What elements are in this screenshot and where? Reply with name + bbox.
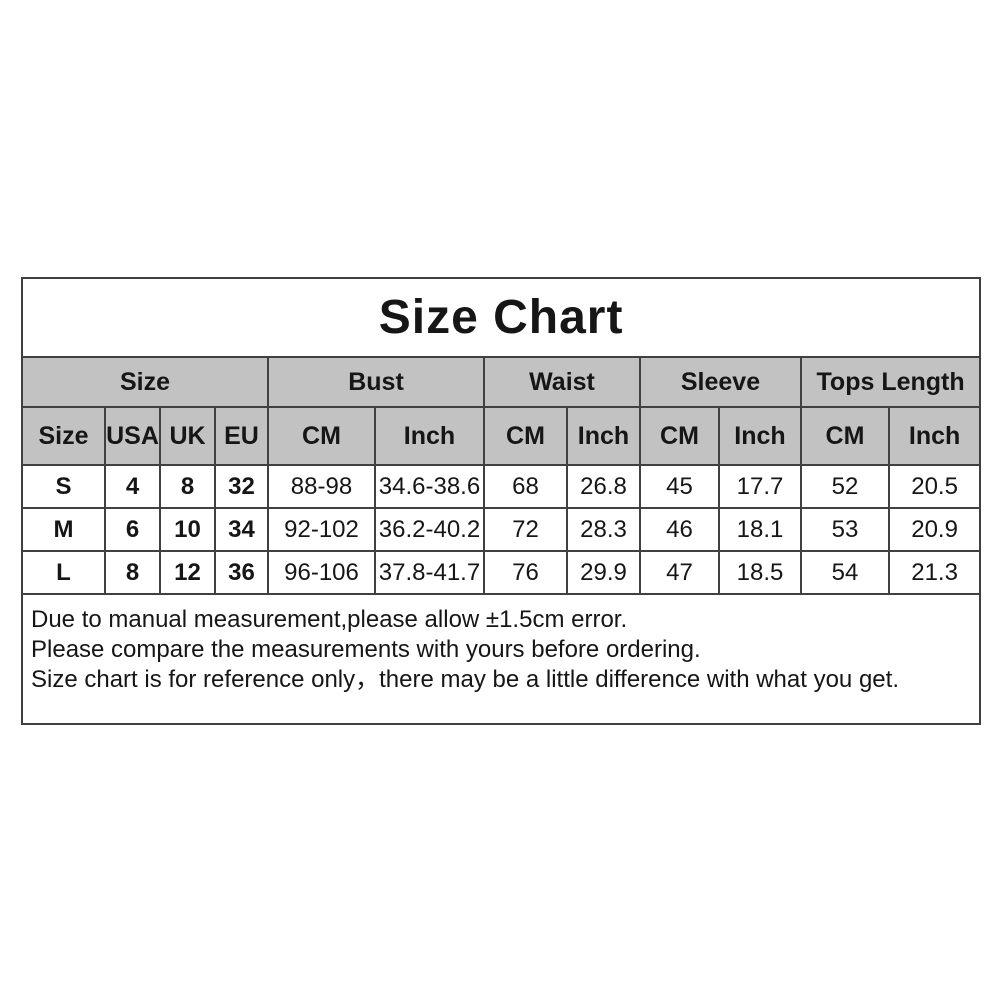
column-header-sleeve-cm: CM	[639, 406, 720, 466]
data-cell: 20.9	[887, 507, 982, 552]
data-cell: M	[21, 507, 106, 552]
data-cell: 47	[639, 550, 720, 595]
column-header-usa: USA	[104, 406, 161, 466]
table-row-l: L 8 12 36 96-106 37.8-41.7 76 29.9 47 18…	[21, 550, 982, 595]
column-header-tops-inch: Inch	[887, 406, 982, 466]
data-cell: 18.1	[718, 507, 802, 552]
note-line: Please compare the measurements with you…	[31, 636, 701, 663]
data-cell: 34.6-38.6	[374, 464, 485, 509]
data-cell: 52	[800, 464, 890, 509]
data-cell: 29.9	[566, 550, 641, 595]
data-cell: 68	[483, 464, 568, 509]
data-cell: 12	[159, 550, 216, 595]
group-header-waist: Waist	[483, 356, 641, 408]
data-cell: 18.5	[718, 550, 802, 595]
data-cell: L	[21, 550, 106, 595]
data-cell: 46	[639, 507, 720, 552]
column-header-waist-inch: Inch	[566, 406, 641, 466]
group-header-size: Size	[21, 356, 269, 408]
data-cell: 54	[800, 550, 890, 595]
data-cell: 45	[639, 464, 720, 509]
data-cell: 76	[483, 550, 568, 595]
data-cell: 10	[159, 507, 216, 552]
column-header-eu: EU	[214, 406, 269, 466]
group-header-row: Size Bust Waist Sleeve Tops Length	[21, 356, 982, 408]
data-cell: 26.8	[566, 464, 641, 509]
note-line: Size chart is for reference only，there m…	[31, 666, 899, 693]
column-header-row: Size USA UK EU CM Inch CM Inch CM Inch C…	[21, 406, 982, 466]
column-header-bust-cm: CM	[267, 406, 376, 466]
group-header-tops-length: Tops Length	[799, 356, 982, 408]
data-cell: 88-98	[267, 464, 376, 509]
data-cell: 37.8-41.7	[374, 550, 485, 595]
data-cell: 36.2-40.2	[374, 507, 485, 552]
data-cell: 20.5	[887, 464, 982, 509]
data-cell: 53	[800, 507, 890, 552]
data-cell: 21.3	[887, 550, 982, 595]
table-row-s: S 4 8 32 88-98 34.6-38.6 68 26.8 45 17.7…	[21, 464, 982, 509]
column-header-uk: UK	[159, 406, 216, 466]
column-header-size: Size	[21, 406, 106, 466]
group-header-bust: Bust	[267, 356, 485, 408]
data-cell: 36	[214, 550, 269, 595]
notes-cell: Due to manual measurement,please allow ±…	[20, 593, 982, 725]
data-cell: 34	[214, 507, 269, 552]
data-cell: 96-106	[267, 550, 376, 595]
notes-row: Due to manual measurement,please allow ±…	[20, 593, 982, 725]
data-cell: 32	[214, 464, 269, 509]
column-header-tops-cm: CM	[800, 406, 890, 466]
table-row-m: M 6 10 34 92-102 36.2-40.2 72 28.3 46 18…	[21, 507, 982, 552]
page-title: Size Chart	[20, 277, 982, 358]
note-line: Due to manual measurement,please allow ±…	[31, 606, 628, 633]
column-header-bust-inch: Inch	[374, 406, 485, 466]
size-chart-table: Size Chart Size Bust Waist Sleeve Tops L…	[20, 277, 982, 725]
data-cell: S	[21, 464, 106, 509]
column-header-waist-cm: CM	[483, 406, 568, 466]
data-cell: 28.3	[566, 507, 641, 552]
data-cell: 4	[104, 464, 161, 509]
column-header-sleeve-inch: Inch	[718, 406, 802, 466]
data-cell: 92-102	[267, 507, 376, 552]
data-cell: 72	[483, 507, 568, 552]
data-cell: 8	[104, 550, 161, 595]
title-row: Size Chart	[20, 277, 982, 358]
data-cell: 8	[159, 464, 216, 509]
data-cell: 17.7	[718, 464, 802, 509]
data-cell: 6	[104, 507, 161, 552]
group-header-sleeve: Sleeve	[639, 356, 802, 408]
